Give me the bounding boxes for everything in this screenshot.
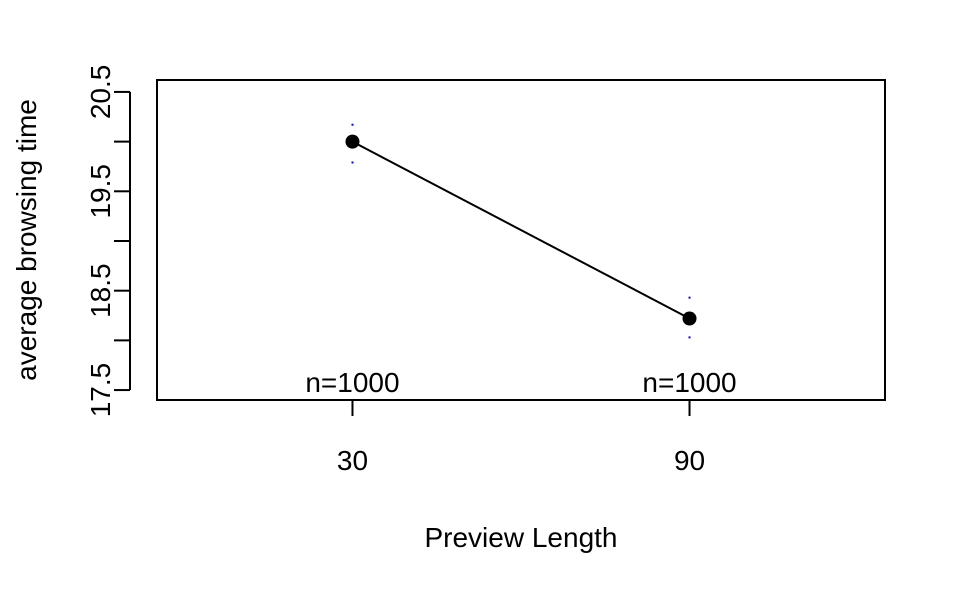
y-tick-label: 17.5 (85, 363, 116, 418)
data-point (345, 134, 360, 149)
y-tick-label: 18.5 (85, 263, 116, 318)
series-line (352, 140, 690, 320)
error-bar-upper (688, 296, 691, 299)
plot-frame (156, 79, 886, 401)
n-label: n=1000 (642, 367, 736, 398)
data-point (682, 311, 697, 326)
x-tick-label: 90 (674, 445, 705, 476)
x-axis: 30 90 (337, 400, 705, 476)
x-axis-title: Preview Length (424, 522, 617, 553)
n-labels: n=1000 n=1000 (305, 367, 736, 398)
y-axis: 17.5 18.5 19.5 20.5 (85, 65, 131, 418)
error-bar-lower (688, 336, 691, 339)
n-label: n=1000 (305, 367, 399, 398)
error-bar-upper (351, 123, 354, 126)
y-tick-label: 20.5 (85, 65, 116, 120)
y-axis-title: average browsing time (11, 99, 42, 381)
x-tick-label: 30 (337, 445, 368, 476)
y-tick-label: 19.5 (85, 164, 116, 219)
series (345, 123, 697, 339)
error-bar-lower (351, 161, 354, 164)
